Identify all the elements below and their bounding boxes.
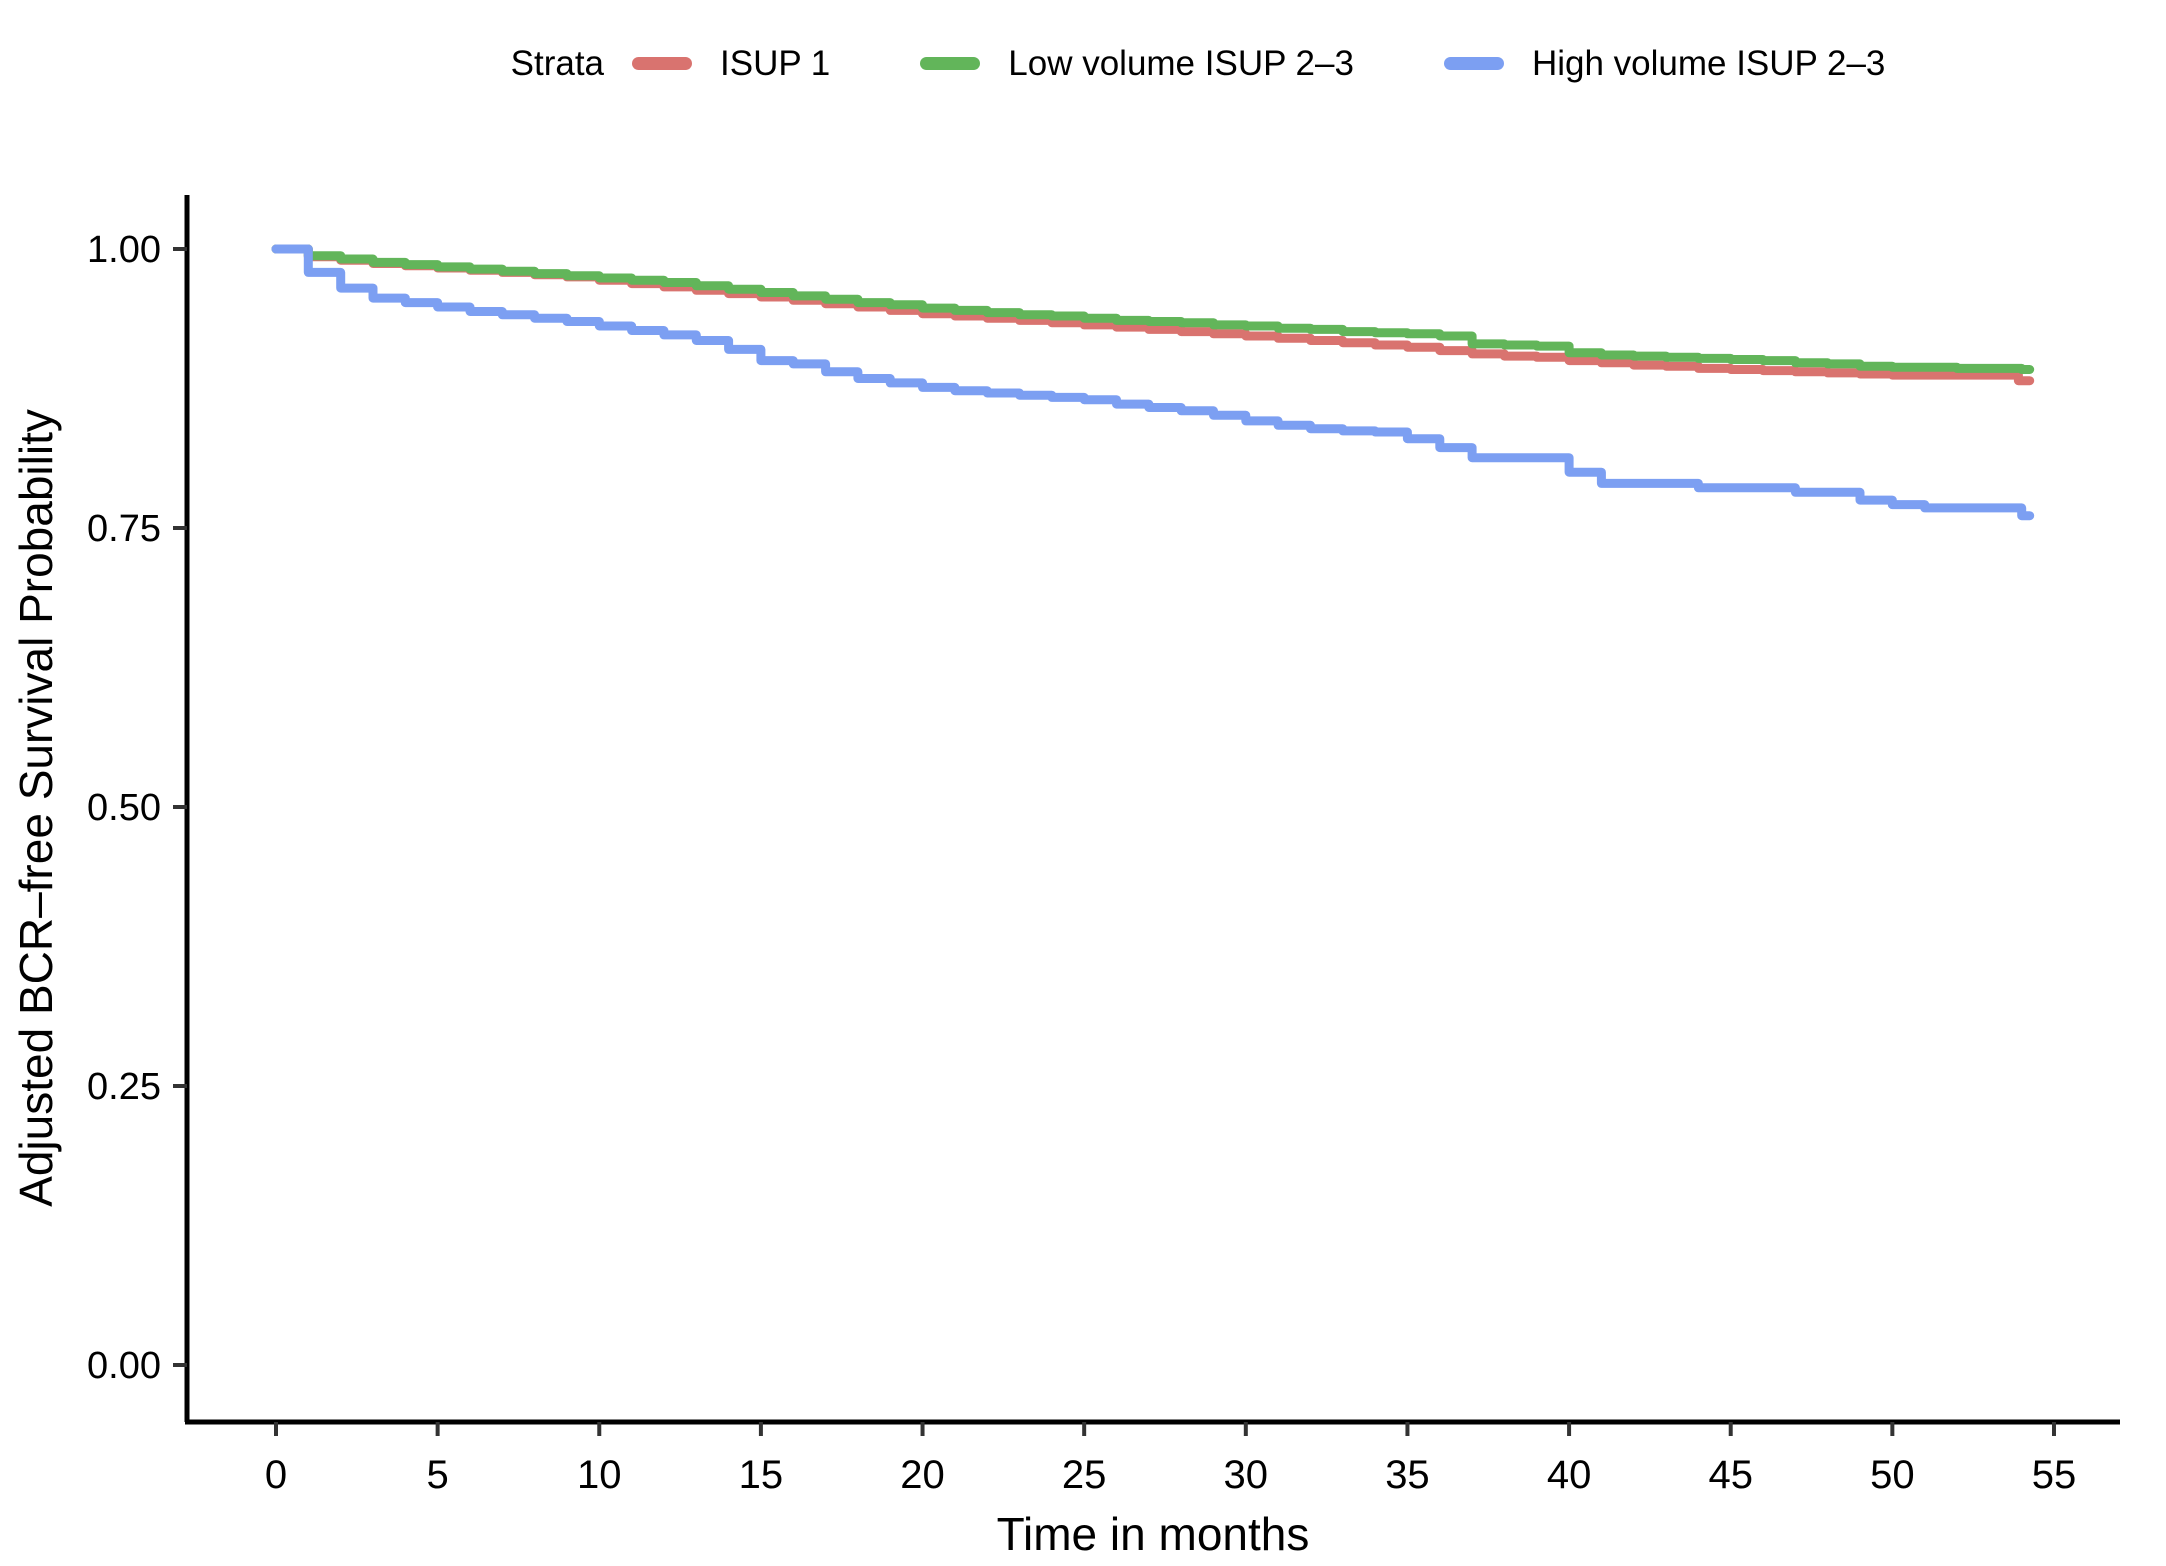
legend-swatch-isup-1: [632, 57, 693, 70]
y-tick-label: 0.75: [87, 508, 161, 550]
legend-label-high-volume-isup-2-3: High volume ISUP 2–3: [1531, 44, 1886, 83]
legend-title: Strata: [510, 44, 605, 83]
y-tick-label: 0.50: [87, 787, 161, 829]
legend-label-isup-1: ISUP 1: [720, 44, 831, 83]
x-tick-label: 0: [265, 1453, 287, 1497]
x-tick-label: 20: [900, 1453, 945, 1497]
y-tick-label: 0.00: [87, 1345, 161, 1387]
x-tick-label: 50: [1870, 1453, 1915, 1497]
legend-item-isup-1: ISUP 1: [632, 46, 830, 81]
legend-label-low-volume-isup-2-3: Low volume ISUP 2–3: [1008, 44, 1354, 83]
x-tick-label: 55: [2032, 1453, 2077, 1497]
x-tick-label: 5: [427, 1453, 449, 1497]
y-tick-label: 1.00: [87, 229, 161, 271]
y-tick-label: 0.25: [87, 1066, 161, 1108]
x-tick-label: 40: [1547, 1453, 1592, 1497]
x-tick-label: 30: [1224, 1453, 1269, 1497]
legend: Strata ISUP 1 Low volume ISUP 2–3 High v…: [115, 46, 2166, 81]
series-line-low-volume-isup-2-3: [271, 244, 2035, 374]
legend-item-low-volume-isup-2-3: Low volume ISUP 2–3: [920, 46, 1354, 81]
x-tick-label: 15: [739, 1453, 784, 1497]
x-tick-label: 10: [577, 1453, 622, 1497]
x-axis-title: Time in months: [997, 1508, 1310, 1560]
series-line-high-volume-isup-2-3: [271, 244, 2035, 521]
x-tick-label: 35: [1385, 1453, 1430, 1497]
legend-swatch-low-volume-isup-2-3: [920, 57, 981, 70]
y-axis-title: Adjusted BCR–free Survival Probability: [10, 409, 62, 1207]
x-tick-label: 45: [1708, 1453, 1753, 1497]
x-tick-label: 25: [1062, 1453, 1107, 1497]
legend-swatch-high-volume-isup-2-3: [1443, 57, 1504, 70]
legend-item-high-volume-isup-2-3: High volume ISUP 2–3: [1443, 44, 1886, 83]
